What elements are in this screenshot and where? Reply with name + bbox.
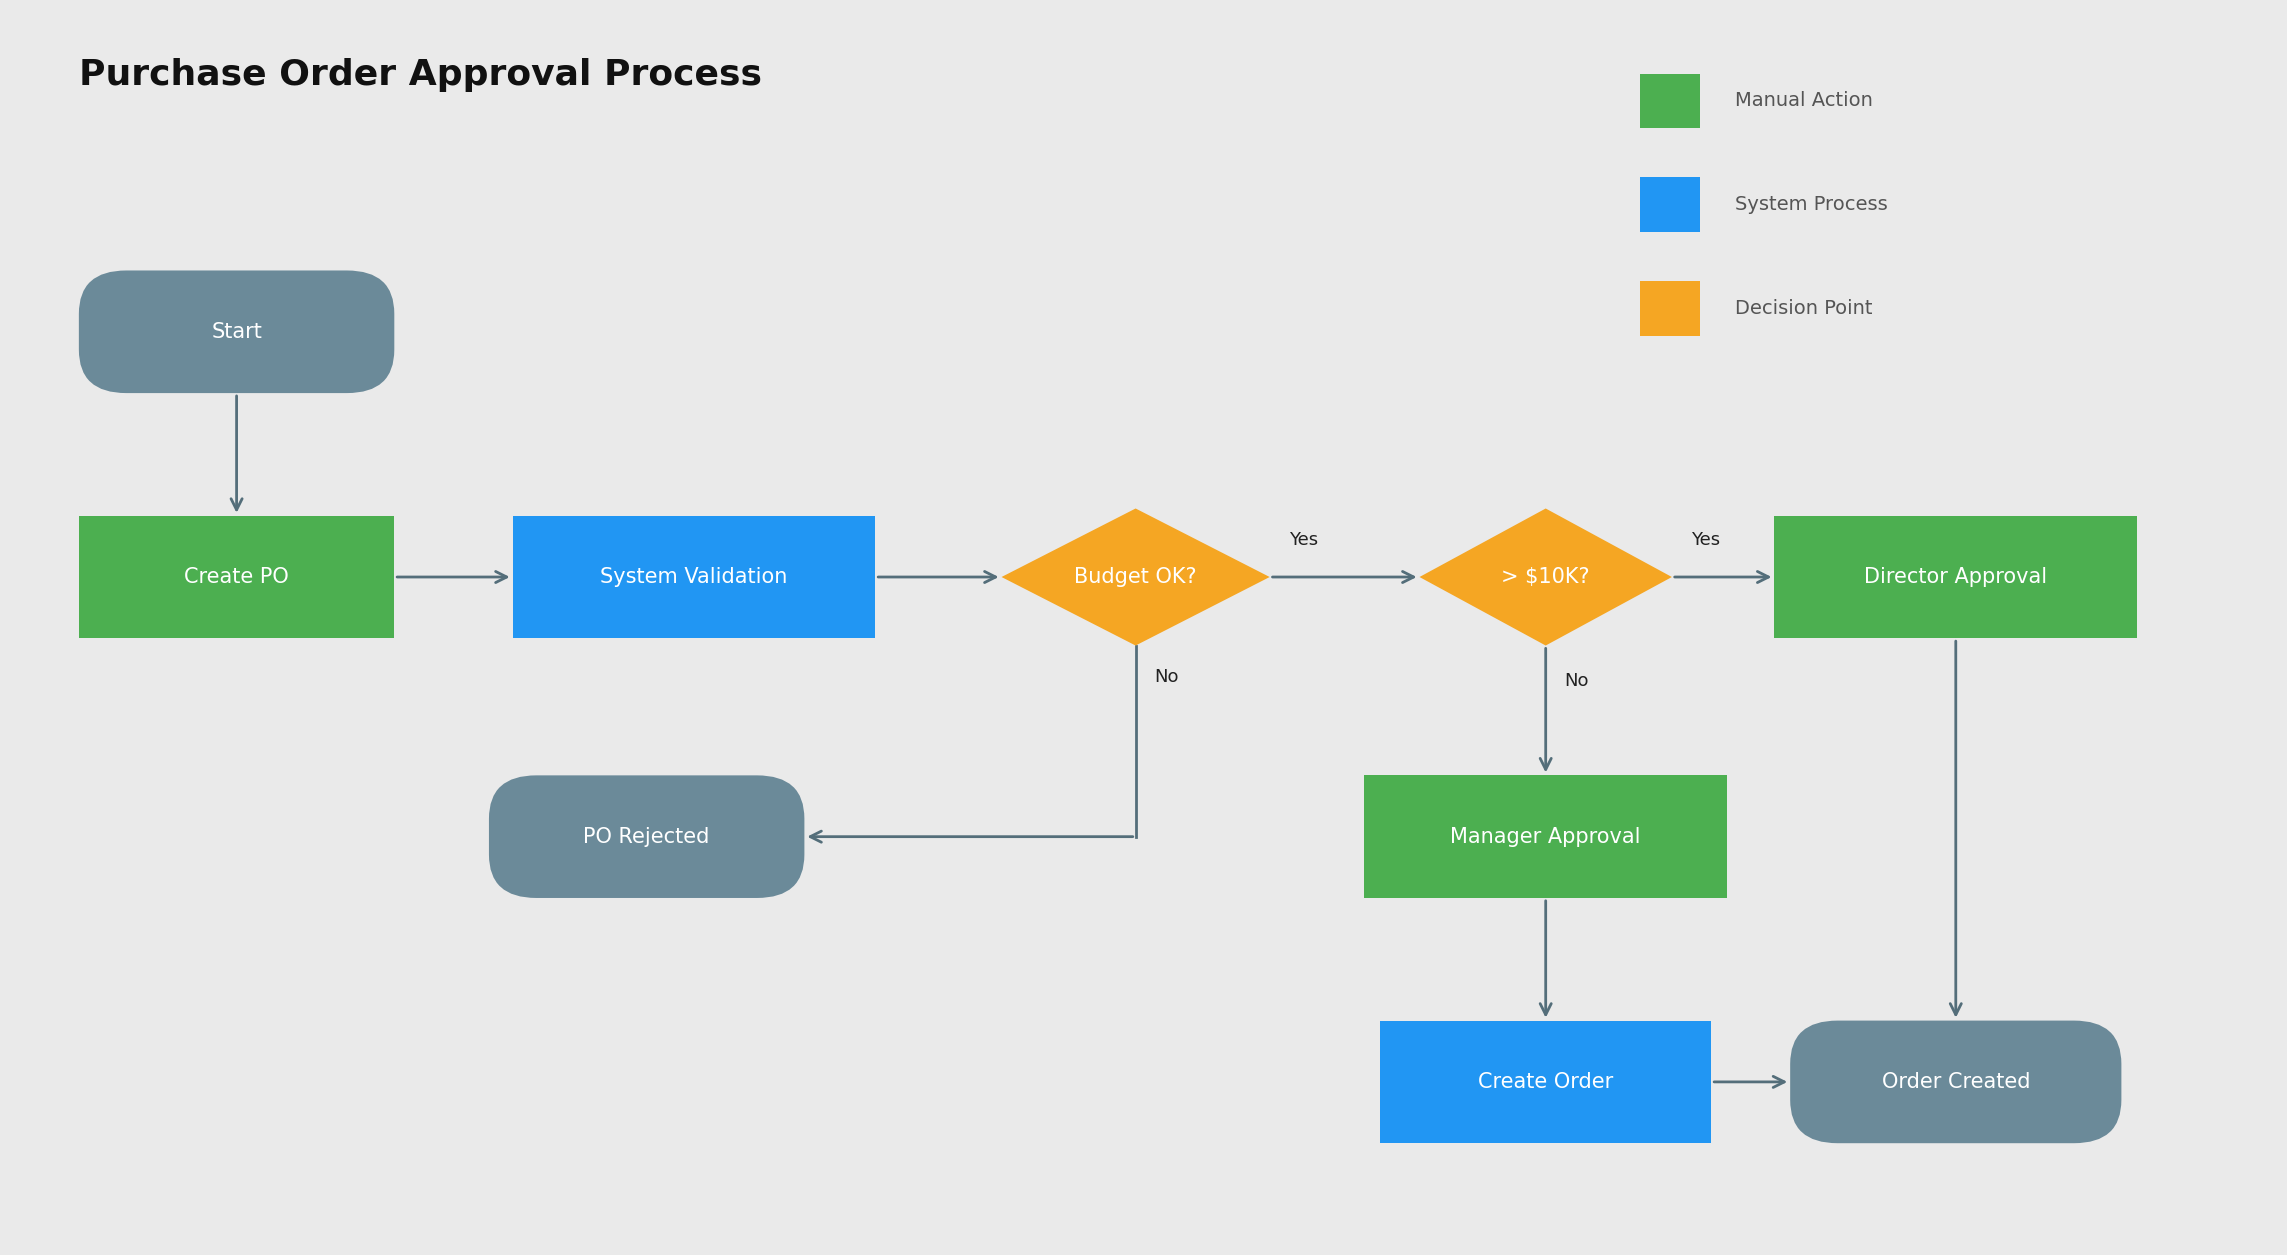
Text: Budget OK?: Budget OK? [1075, 567, 1196, 587]
Text: Order Created: Order Created [1882, 1072, 2031, 1092]
Text: Create PO: Create PO [185, 567, 288, 587]
Polygon shape [1002, 508, 1269, 645]
FancyBboxPatch shape [78, 516, 393, 639]
Text: Yes: Yes [1288, 531, 1317, 550]
FancyBboxPatch shape [1365, 776, 1727, 899]
FancyBboxPatch shape [1791, 1020, 2122, 1143]
Text: Decision Point: Decision Point [1736, 299, 1873, 319]
Text: System Validation: System Validation [599, 567, 787, 587]
Text: > $10K?: > $10K? [1500, 567, 1589, 587]
Text: Manual Action: Manual Action [1736, 92, 1873, 110]
Text: System Process: System Process [1736, 196, 1887, 215]
Text: No: No [1155, 668, 1180, 685]
Text: No: No [1564, 671, 1589, 690]
Text: Manager Approval: Manager Approval [1450, 827, 1642, 847]
FancyBboxPatch shape [512, 516, 876, 639]
FancyBboxPatch shape [78, 271, 393, 393]
Text: Yes: Yes [1690, 531, 1720, 550]
Polygon shape [1420, 508, 1672, 645]
FancyBboxPatch shape [1775, 516, 2136, 639]
Text: Director Approval: Director Approval [1864, 567, 2047, 587]
FancyBboxPatch shape [1640, 74, 1699, 128]
Text: Purchase Order Approval Process: Purchase Order Approval Process [78, 58, 762, 92]
Text: PO Rejected: PO Rejected [583, 827, 709, 847]
FancyBboxPatch shape [489, 776, 805, 899]
FancyBboxPatch shape [1379, 1020, 1711, 1143]
FancyBboxPatch shape [1640, 281, 1699, 336]
FancyBboxPatch shape [1640, 177, 1699, 232]
Text: Start: Start [210, 321, 263, 341]
Text: Create Order: Create Order [1477, 1072, 1612, 1092]
